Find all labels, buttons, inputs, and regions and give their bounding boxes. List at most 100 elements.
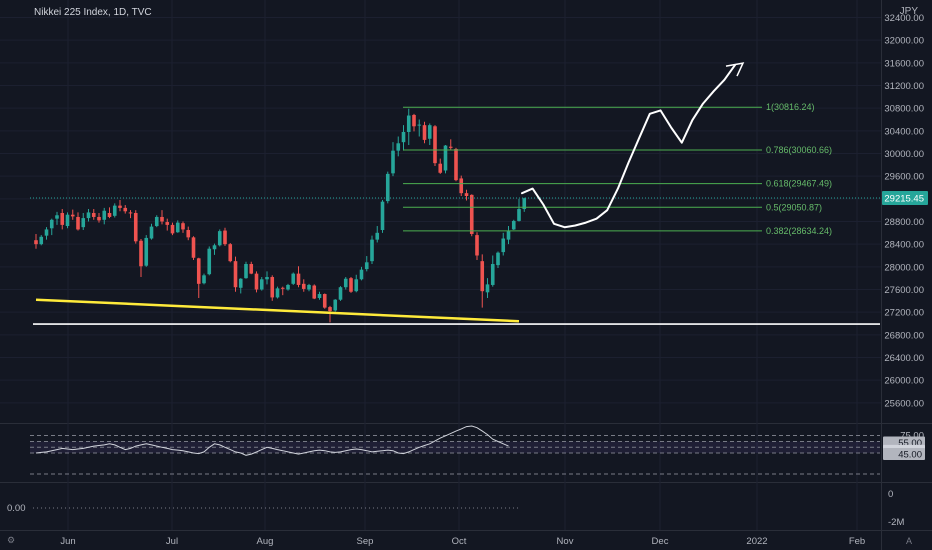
candle-body <box>270 277 275 298</box>
y-tick-label: 30000.00 <box>884 149 924 160</box>
candle <box>165 218 170 231</box>
candle-body <box>448 146 453 148</box>
candle-body <box>307 284 311 290</box>
candle <box>480 254 485 308</box>
candle <box>60 209 65 230</box>
candle <box>427 123 432 145</box>
candle-body <box>317 294 322 298</box>
candle-body <box>469 194 474 234</box>
candle-body <box>338 287 343 300</box>
candle-body <box>438 163 443 173</box>
x-tick-label: Oct <box>452 536 467 547</box>
candles[interactable] <box>30 108 880 323</box>
candle-body <box>391 150 395 174</box>
candle <box>401 125 406 151</box>
candle-body <box>217 231 222 246</box>
projection-arrow-icon <box>725 62 745 77</box>
volume-pane[interactable]: 0.00 0 -2M <box>7 489 904 528</box>
candle-body <box>49 219 54 229</box>
candle <box>312 284 317 300</box>
candle-body <box>265 277 269 280</box>
candle-body <box>280 287 285 289</box>
candle <box>128 210 133 219</box>
candle <box>186 226 191 241</box>
candle-body <box>133 212 138 242</box>
candle-body <box>375 232 380 240</box>
candle-body <box>60 212 65 225</box>
candle-body <box>107 212 112 217</box>
candle-body <box>275 288 280 298</box>
fib-level-label: 0.618(29467.49) <box>766 179 832 189</box>
y-axis: 32400.00 32000.00 31600.00 31200.00 30800.00… <box>882 13 928 409</box>
candle-body <box>228 244 233 262</box>
candle <box>228 243 233 263</box>
candle <box>380 199 385 233</box>
x-tick-label: Sep <box>357 536 374 547</box>
y-tick-label: 32000.00 <box>884 36 924 47</box>
y-tick-label: 31200.00 <box>884 81 924 92</box>
candle <box>385 171 390 204</box>
candle-body <box>223 230 227 245</box>
candle-body <box>123 207 128 212</box>
candle-body <box>322 294 327 308</box>
candle <box>359 266 364 281</box>
candle-body <box>286 284 290 290</box>
candle-body <box>496 252 500 266</box>
candle <box>123 205 128 214</box>
candle-body <box>186 229 191 238</box>
candle-body <box>139 240 143 267</box>
candle-body <box>254 273 259 290</box>
candle-body <box>55 215 59 219</box>
candle <box>485 278 490 298</box>
candle-body <box>165 222 170 225</box>
y-tick-label: 28400.00 <box>884 240 924 251</box>
rsi-badge <box>883 448 925 460</box>
candle <box>464 189 469 201</box>
candle <box>181 221 185 233</box>
x-tick-label: Aug <box>257 536 274 547</box>
candle <box>49 218 54 236</box>
auto-scale-button[interactable]: A <box>905 536 912 546</box>
candle <box>506 226 511 245</box>
candle-body <box>333 299 338 311</box>
candle <box>223 227 227 246</box>
candle <box>406 108 411 145</box>
x-tick-label: Nov <box>557 536 574 547</box>
candle-body <box>233 261 238 288</box>
candle <box>496 251 500 268</box>
candle <box>307 283 311 292</box>
candle <box>55 211 59 225</box>
trendline <box>35 298 520 323</box>
candle-body <box>401 131 406 143</box>
rsi-badge-label: 55.00 <box>898 438 922 449</box>
timezone-icon[interactable]: ⚙ <box>7 535 16 545</box>
candle-body <box>144 237 149 266</box>
candle <box>396 136 401 157</box>
fibonacci-retracement[interactable]: 1(30816.24) 0.786(30060.66) 0.618(29467.49… <box>403 102 832 236</box>
candle-body <box>34 240 38 245</box>
drawings[interactable] <box>33 62 880 325</box>
candle <box>459 175 464 196</box>
candle-body <box>364 262 369 270</box>
candle <box>97 212 101 223</box>
y-tick-label: 25600.00 <box>884 398 924 409</box>
candle <box>333 299 338 312</box>
indicator-axis-label: 0 <box>888 489 893 500</box>
candle-body <box>517 209 521 221</box>
candle <box>322 293 327 309</box>
candle <box>438 158 443 174</box>
candle-body <box>149 226 154 239</box>
candle <box>144 235 149 267</box>
y-tick-label: 26000.00 <box>884 376 924 387</box>
y-tick-label: 32400.00 <box>884 13 924 24</box>
last-price-label: 29215.45 <box>884 193 924 204</box>
fib-level-label: 1(30816.24) <box>766 102 815 112</box>
candle <box>191 236 196 261</box>
candle <box>375 226 380 243</box>
candle <box>212 243 217 255</box>
candle-body <box>464 193 469 196</box>
candle-body <box>433 126 437 164</box>
candle-body <box>39 236 44 245</box>
